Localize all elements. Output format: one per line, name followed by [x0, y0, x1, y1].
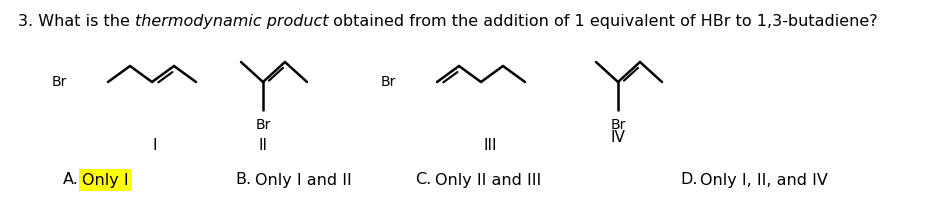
- Text: Br: Br: [611, 118, 626, 132]
- Text: III: III: [483, 137, 497, 152]
- Text: Br: Br: [52, 75, 67, 89]
- Text: B.: B.: [235, 172, 251, 188]
- Text: obtained from the addition of 1 equivalent of HBr to 1,3-butadiene?: obtained from the addition of 1 equivale…: [329, 14, 878, 29]
- Text: C.: C.: [415, 172, 431, 188]
- Text: IV: IV: [611, 130, 626, 146]
- Text: thermodynamic product: thermodynamic product: [135, 14, 329, 29]
- Text: II: II: [259, 137, 267, 152]
- Text: Only I and II: Only I and II: [255, 172, 352, 188]
- Text: A.: A.: [63, 172, 79, 188]
- Text: Only I: Only I: [82, 172, 128, 188]
- Text: Only II and III: Only II and III: [435, 172, 541, 188]
- Text: Br: Br: [380, 75, 396, 89]
- Text: Only I, II, and IV: Only I, II, and IV: [700, 172, 828, 188]
- Text: D.: D.: [680, 172, 698, 188]
- Text: I: I: [153, 137, 158, 152]
- Text: Br: Br: [255, 118, 271, 132]
- Text: 3. What is the: 3. What is the: [18, 14, 135, 29]
